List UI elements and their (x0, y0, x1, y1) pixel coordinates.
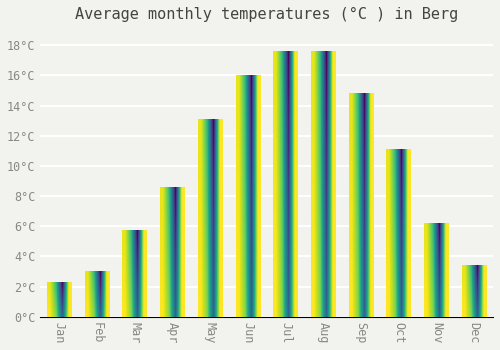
Title: Average monthly temperatures (°C ) in Berg: Average monthly temperatures (°C ) in Be… (75, 7, 458, 22)
